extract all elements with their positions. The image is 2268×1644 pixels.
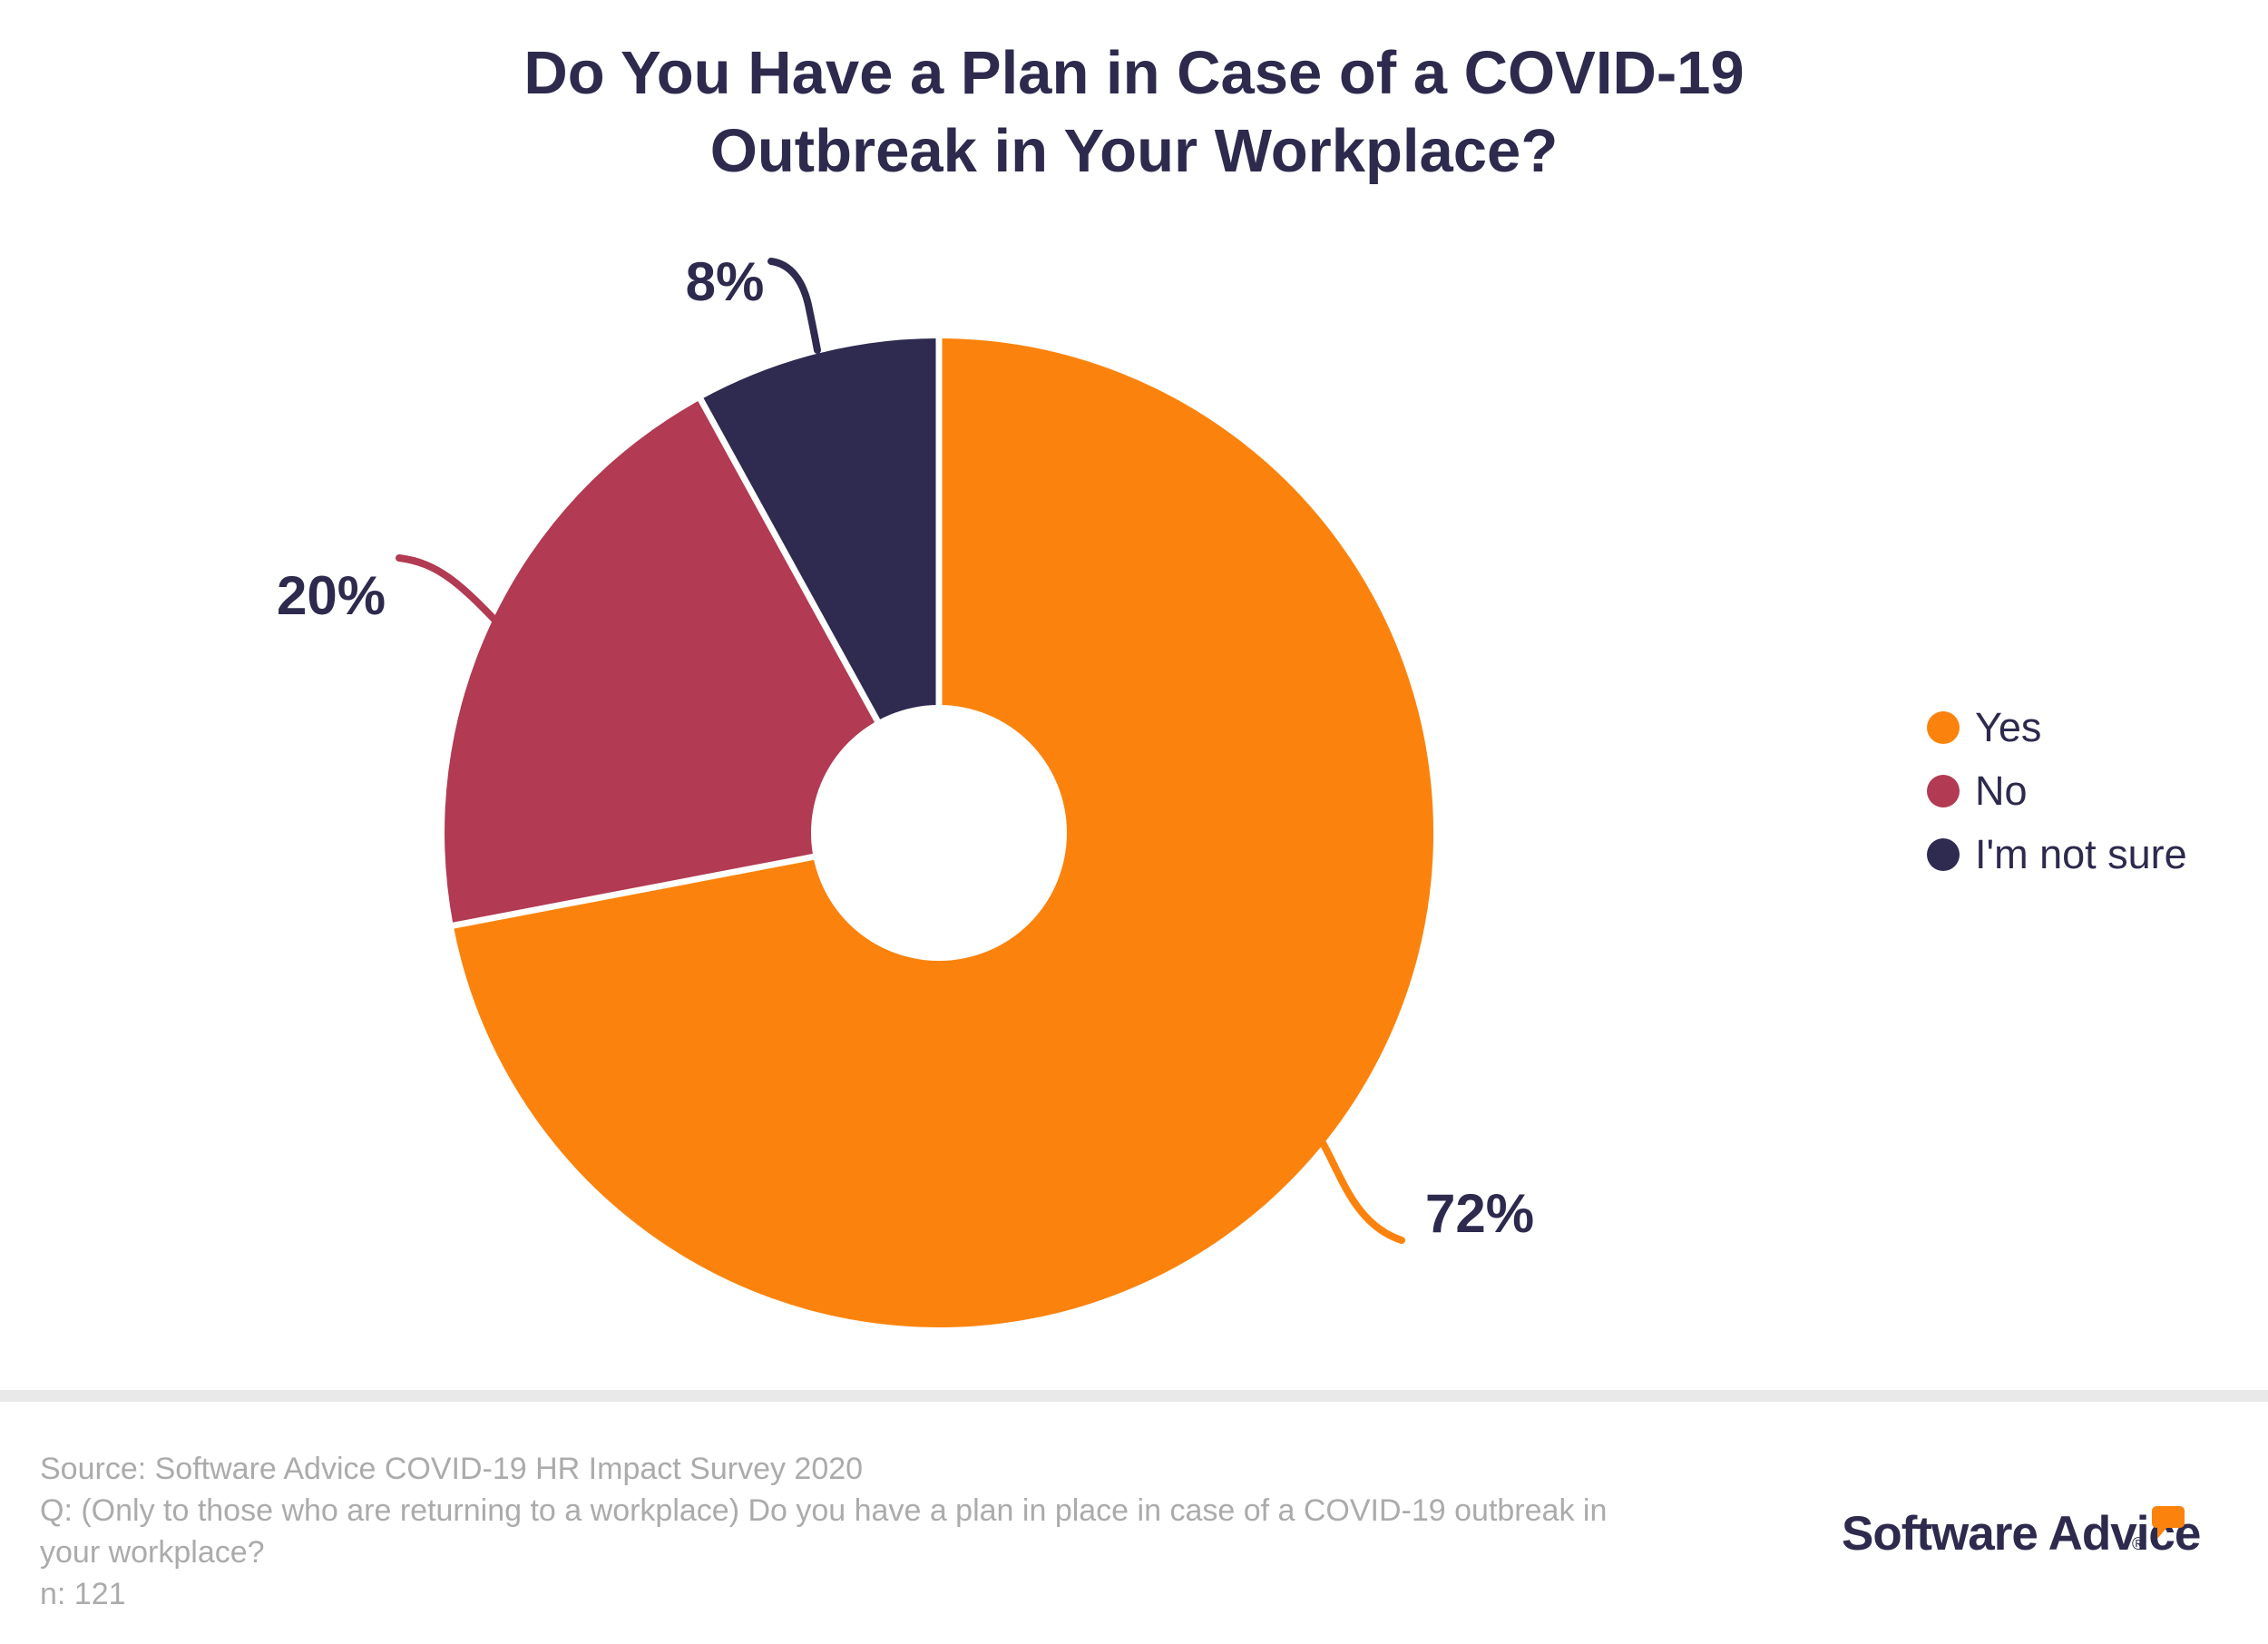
legend-swatch-no-icon xyxy=(1927,775,1960,807)
leader-line-i-m-not-sure xyxy=(767,258,821,354)
chart-title-line1: Do You Have a Plan in Case of a COVID-19 xyxy=(523,39,1745,107)
legend-swatch-not-sure-icon xyxy=(1927,838,1960,871)
leader-line-no xyxy=(396,554,503,628)
data-label-i-m-not-sure: 8% xyxy=(686,251,765,312)
logo-wordmark: Software Advice xyxy=(1842,1507,2201,1561)
legend: Yes No I'm not sure xyxy=(1927,704,2187,897)
leader-line-yes xyxy=(1318,1138,1405,1244)
donut-hole xyxy=(811,705,1067,961)
registered-trademark-symbol: ® xyxy=(2132,1535,2145,1554)
legend-item-yes: Yes xyxy=(1927,704,2187,750)
sample-size-note: n: 121 xyxy=(40,1577,126,1611)
footer: Source: Software Advice COVID-19 HR Impa… xyxy=(40,1448,1655,1615)
legend-label-no: No xyxy=(1975,768,2028,814)
footer-divider xyxy=(0,1390,2268,1402)
source-note: Source: Software Advice COVID-19 HR Impa… xyxy=(40,1452,864,1486)
speech-bubble-icon xyxy=(2152,1506,2185,1539)
pie-slice-no xyxy=(445,399,940,926)
software-advice-logo: Software Advice ® xyxy=(1842,1504,2201,1561)
chart-title-line2: Outbreak in Your Workplace? xyxy=(709,117,1559,186)
legend-label-yes: Yes xyxy=(1975,704,2042,750)
chart-title: Do You Have a Plan in Case of a COVID-19… xyxy=(0,34,2268,191)
legend-label-not-sure: I'm not sure xyxy=(1975,831,2187,877)
data-label-yes: 72% xyxy=(1425,1183,1534,1244)
pie-slice-i-m-not-sure xyxy=(700,338,939,833)
legend-swatch-yes-icon xyxy=(1927,711,1960,744)
legend-item-no: No xyxy=(1927,768,2187,814)
survey-question-note: Q: (Only to those who are returning to a… xyxy=(40,1493,1608,1570)
data-label-no: 20% xyxy=(277,565,386,626)
legend-item-not-sure: I'm not sure xyxy=(1927,831,2187,877)
